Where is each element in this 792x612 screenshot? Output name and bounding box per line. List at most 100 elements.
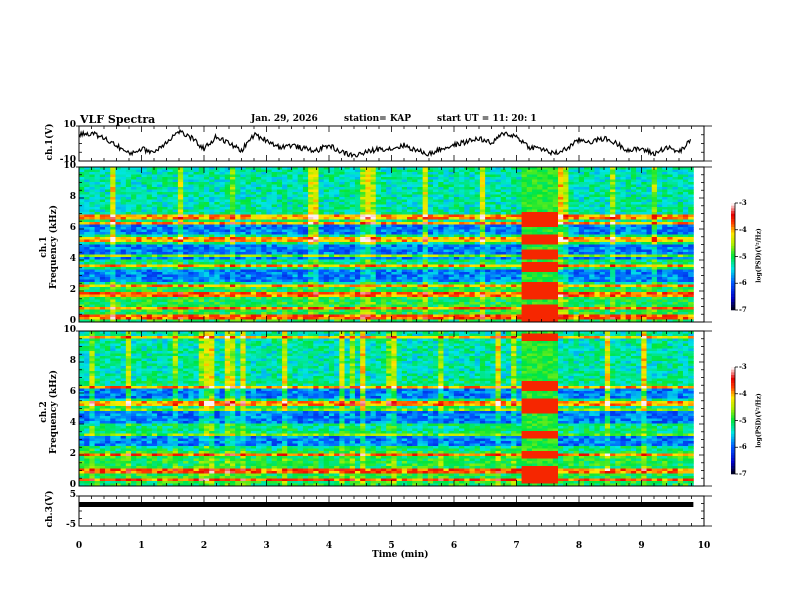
spectrogram-cell (256, 257, 262, 260)
spectrogram-cell (479, 207, 486, 210)
spectrogram-cell (433, 247, 439, 250)
spectrogram-cell (448, 189, 455, 193)
spectrogram-cell (172, 184, 179, 188)
spectrogram-cell (375, 262, 382, 265)
spectrogram-cell (89, 177, 96, 180)
spectrogram-cell (370, 254, 377, 258)
spectrogram-cell (469, 187, 476, 190)
spectrogram-cell (89, 252, 96, 255)
spectrogram-cell (407, 187, 413, 190)
spectrogram-cell (292, 249, 299, 253)
spectrogram-cell (396, 207, 403, 210)
spectrogram-cell (209, 184, 215, 188)
spectrogram-cell (209, 204, 215, 208)
spectrogram-cell (146, 222, 153, 225)
spectrogram-cell (203, 244, 210, 248)
spectrogram-cell (453, 177, 460, 180)
spectrogram-cell (396, 239, 403, 243)
spectrogram-cell (188, 204, 194, 208)
spectrogram-cell (89, 179, 96, 183)
spectrogram-cell (157, 239, 163, 243)
spectrogram-cell (292, 254, 299, 258)
spectrogram-cell (214, 172, 220, 175)
spectrogram-cell (599, 214, 606, 218)
spectrogram-cell (219, 207, 226, 210)
spectrogram-cell (99, 229, 106, 233)
spectrogram-cell (162, 244, 168, 248)
spectrogram-cell (469, 197, 476, 200)
spectrogram-cell (604, 167, 611, 170)
spectrogram-cell (276, 187, 283, 190)
spectrogram-cell (115, 187, 122, 190)
spectrogram-cell (433, 187, 439, 190)
spectrogram-cell (677, 177, 684, 180)
spectrogram-cell (271, 244, 278, 248)
spectrogram-cell (203, 214, 210, 218)
spectrogram-cell (328, 174, 335, 178)
spectrogram-cell (578, 257, 585, 260)
spectrogram-cell (636, 244, 642, 248)
spectrogram-cell (516, 247, 522, 250)
spectrogram-cell (396, 242, 403, 245)
spectrogram-cell (308, 232, 314, 235)
spectrogram-cell (375, 179, 382, 183)
spectrogram-cell (495, 214, 502, 218)
spectrogram-cell (308, 244, 314, 248)
spectrogram-cell (620, 182, 627, 185)
spectrogram-cell (323, 229, 330, 233)
spectrogram-cell (188, 219, 194, 223)
spectrogram-cell (380, 189, 387, 193)
spectrogram-cell (438, 257, 444, 260)
spectrogram-cell (370, 259, 377, 263)
spectrogram-cell (479, 214, 486, 218)
spectrogram-cell (459, 212, 465, 215)
spectrogram-cell (136, 267, 142, 270)
spectrogram-cell (339, 239, 345, 243)
spectrogram-cell (469, 167, 476, 170)
spectrogram-cell (646, 174, 653, 178)
spectrogram-cell (245, 234, 252, 238)
spectrogram-cell (344, 264, 351, 268)
spectrogram-cell (146, 239, 153, 243)
spectrogram-cell (636, 252, 642, 255)
spectrogram-cell (656, 187, 663, 190)
spectrogram-cell (625, 234, 632, 238)
ch1-ytick-label: 10 (63, 120, 76, 130)
spectrogram-cell (615, 204, 621, 208)
spectrogram-cell (578, 204, 585, 208)
spectrogram-cell (688, 267, 694, 270)
spectrogram-cell (261, 179, 267, 183)
spectrogram-cell (354, 239, 361, 243)
spectrogram-cell (167, 214, 174, 218)
spectrogram-cell (313, 247, 319, 250)
spectrogram-cell (141, 199, 148, 203)
spectrogram-cell (630, 259, 637, 263)
spectrogram-cell (537, 262, 543, 265)
spectrogram-cell (214, 207, 220, 210)
spectrogram-cell (594, 264, 601, 268)
spectrogram-cell (438, 207, 444, 210)
spectrogram-cell (646, 259, 653, 263)
spectrogram-cell (589, 267, 595, 270)
spectrogram-cell (125, 182, 132, 185)
spectrogram-cell (563, 182, 569, 185)
spectrogram-cell (334, 189, 340, 193)
spectrogram-cell (146, 234, 153, 238)
spectrogram-cell (578, 167, 585, 170)
spectrogram-cell (459, 262, 465, 265)
spectrogram-cell (464, 247, 470, 250)
spectrogram-cell (412, 219, 418, 223)
spectrogram-cell (401, 194, 408, 198)
spectrogram-cell (131, 214, 137, 218)
spectrogram-cell (677, 259, 684, 263)
spectrogram-cell (146, 254, 153, 258)
spectrogram-cell (89, 222, 96, 225)
spectrogram-cell (224, 194, 231, 198)
spectrogram-cell (209, 174, 215, 178)
spectrogram-cell (256, 269, 262, 273)
ch2-spectrogram-colorbar-tick-label: -7 (739, 469, 747, 478)
spectrogram-cell (250, 182, 257, 185)
spectrogram-cell (662, 234, 668, 238)
spectrogram-cell (224, 169, 231, 173)
spectrogram-cell (464, 209, 470, 213)
